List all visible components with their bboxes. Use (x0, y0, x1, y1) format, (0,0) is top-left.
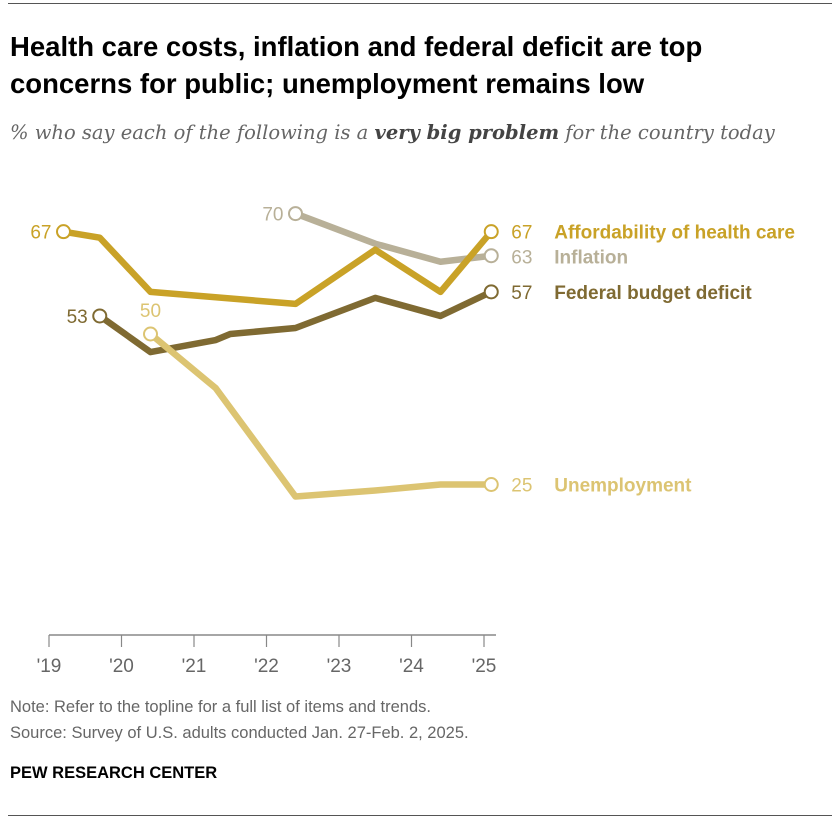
top-rule (8, 3, 832, 4)
start-value-label: 67 (30, 223, 51, 244)
line-chart: '19 '20 '21 '22 '23 '24 '25 67 67 Affordability o… (30, 205, 795, 677)
series-label: Unemployment (554, 476, 692, 497)
end-value-label: 57 (511, 283, 532, 304)
data-point-marker (483, 284, 499, 300)
series-line-1 (292, 210, 495, 266)
data-point-marker (483, 224, 499, 240)
start-value-label: 50 (140, 301, 161, 322)
x-tick-label: '20 (109, 656, 134, 677)
x-tick-label: '22 (254, 656, 279, 677)
series-label: Inflation (554, 248, 628, 269)
data-point-marker (143, 326, 158, 342)
series-label: Affordability of health care (554, 223, 795, 244)
start-value-label: 53 (67, 307, 88, 328)
series-line-0 (60, 228, 495, 308)
end-value-label: 25 (511, 476, 532, 497)
series-line-2 (96, 288, 495, 356)
subtitle-text-end: for the country today (559, 121, 775, 144)
series-line-3 (147, 330, 495, 500)
x-tick-label: '24 (399, 656, 424, 677)
subtitle-text: % who say each of the following is a (10, 121, 375, 144)
chart-title: Health care costs, inflation and federal… (10, 31, 703, 99)
x-tick-label: '19 (37, 656, 62, 677)
brand-logo-text: PEW RESEARCH CENTER (10, 764, 218, 782)
subtitle-emphasis: very big problem (374, 121, 560, 144)
bottom-rule (8, 815, 832, 816)
end-value-label: 63 (511, 248, 532, 269)
series-label: Federal budget deficit (554, 283, 752, 304)
chart-note: Note: Refer to the topline for a full li… (10, 698, 431, 716)
chart-subtitle: % who say each of the following is a ver… (10, 117, 810, 149)
x-tick-label: '23 (327, 656, 352, 677)
x-tick-label: '25 (472, 656, 497, 677)
data-point-marker (288, 206, 303, 222)
data-point-marker (483, 477, 499, 492)
data-point-marker (483, 248, 499, 264)
end-value-label: 67 (511, 223, 532, 244)
x-tick-label: '21 (182, 656, 207, 677)
chart-source: Source: Survey of U.S. adults conducted … (10, 724, 469, 742)
data-point-marker (56, 224, 71, 240)
start-value-label: 70 (262, 205, 283, 226)
data-point-marker (92, 308, 108, 324)
